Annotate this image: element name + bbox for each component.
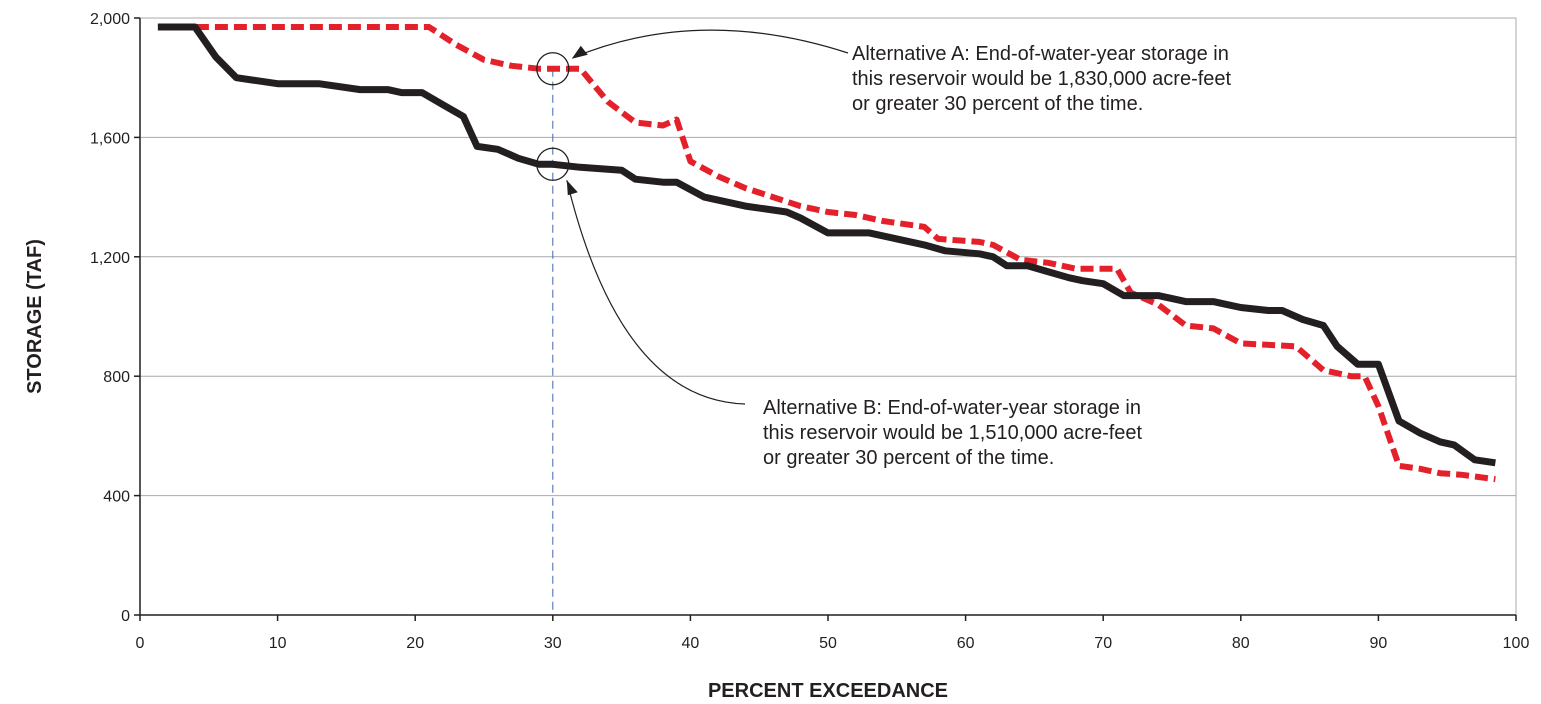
y-tick-label: 0: [121, 608, 130, 625]
y-tick-label: 400: [103, 489, 130, 506]
x-tick-label: 60: [957, 635, 975, 652]
alternative-a-text-line: or greater 30 percent of the time.: [852, 93, 1143, 115]
annotations: Alternative A: End-of-water-year storage…: [536, 29, 1232, 469]
alternative-a-leader-line: [572, 29, 849, 59]
alternative-b-text-line: Alternative B: End-of-water-year storage…: [763, 397, 1141, 419]
x-tick-label: 70: [1094, 635, 1112, 652]
axes: [139, 18, 1516, 616]
x-tick-label: 50: [819, 635, 837, 652]
y-axis-title: STORAGE (TAF): [24, 239, 46, 394]
tick-labels: 0 400 800 1,200 1,600 2,000 0 10 20 30 40 50 60 70 80 9…: [90, 11, 1529, 652]
alternative-b-marker-circle: [536, 147, 570, 181]
series-line-alternative-a: [157, 24, 1496, 483]
x-tick-label: 40: [682, 635, 700, 652]
series-line-alternative-b: [157, 23, 1496, 467]
alternative-a-leader-arrowhead: [571, 45, 588, 59]
alternative-b-text-line: this reservoir would be 1,510,000 acre-f…: [763, 422, 1143, 444]
x-tick-label: 0: [136, 635, 145, 652]
x-tick-label: 30: [544, 635, 562, 652]
y-tick-label: 1,600: [90, 130, 130, 147]
alternative-b-leader-line: [566, 180, 746, 405]
x-tick-label: 80: [1232, 635, 1250, 652]
alternative-a-text-line: this reservoir would be 1,830,000 acre-f…: [852, 68, 1232, 90]
y-tick-label: 1,200: [90, 250, 130, 267]
y-tick-label: 800: [103, 369, 130, 386]
tick-marks: [134, 17, 1517, 621]
x-tick-label: 10: [269, 635, 287, 652]
alternative-b-leader-arrowhead: [566, 180, 578, 196]
series-group: [157, 23, 1496, 483]
x-axis-title: PERCENT EXCEEDANCE: [708, 680, 948, 702]
x-tick-label: 90: [1370, 635, 1388, 652]
x-tick-label: 100: [1503, 635, 1530, 652]
alternative-a-marker-circle: [536, 52, 570, 86]
alternative-b-text-line: or greater 30 percent of the time.: [763, 447, 1054, 469]
gridlines: [140, 17, 1517, 615]
alternative-a-text-line: Alternative A: End-of-water-year storage…: [852, 43, 1229, 65]
x-tick-label: 20: [406, 635, 424, 652]
y-tick-label: 2,000: [90, 11, 130, 28]
